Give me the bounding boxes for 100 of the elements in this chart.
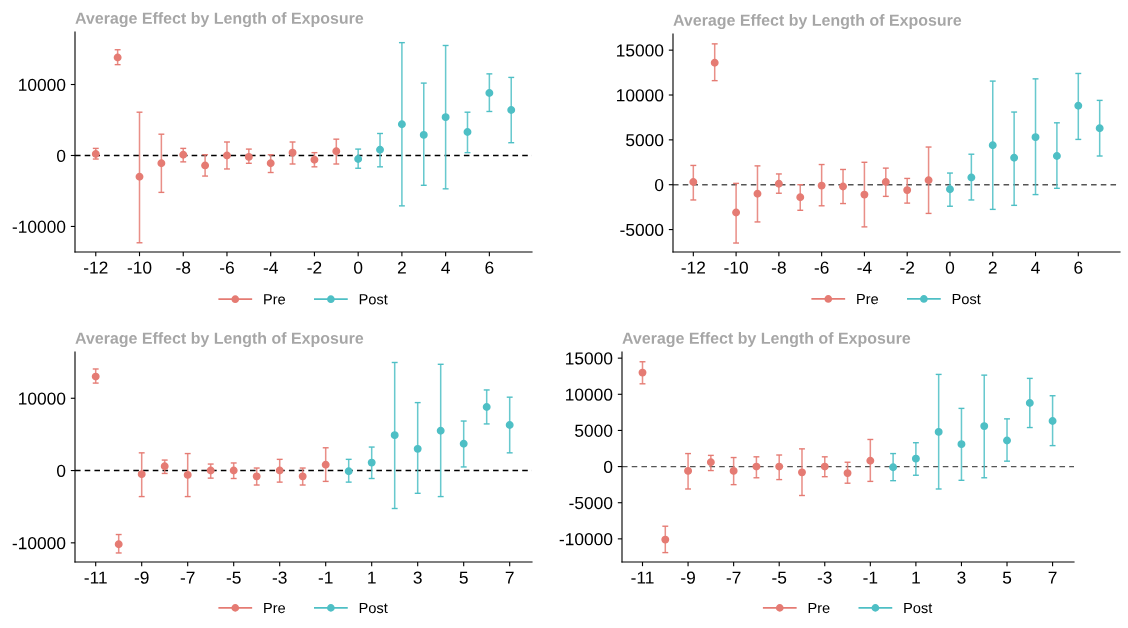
point bbox=[114, 540, 123, 549]
y-tick-label: 5000 bbox=[575, 424, 613, 437]
point bbox=[482, 402, 491, 411]
point bbox=[1048, 417, 1057, 425]
legend-label: Pre bbox=[808, 602, 830, 614]
y-tick-label: -10000 bbox=[12, 220, 66, 233]
point bbox=[183, 470, 192, 479]
point bbox=[1003, 436, 1011, 445]
point bbox=[436, 426, 445, 435]
x-tick-label: 7 bbox=[505, 571, 514, 584]
y-tick-label: 10000 bbox=[19, 392, 66, 405]
x-tick-label: 6 bbox=[1074, 261, 1083, 274]
point bbox=[1031, 133, 1040, 142]
x-tick-label: -6 bbox=[220, 261, 234, 274]
y-tick-label: 0 bbox=[57, 464, 66, 478]
point bbox=[732, 208, 741, 217]
point bbox=[796, 193, 805, 202]
point bbox=[376, 145, 384, 154]
point bbox=[911, 454, 920, 463]
y-tick-label: 15000 bbox=[617, 44, 664, 57]
point bbox=[775, 462, 784, 471]
point bbox=[463, 128, 472, 137]
point bbox=[244, 152, 253, 161]
y-tick-label: 0 bbox=[604, 460, 613, 474]
point bbox=[957, 440, 966, 449]
x-tick-label: 1 bbox=[368, 571, 376, 584]
y-tick-label: 10000 bbox=[19, 78, 66, 91]
x-tick-label: -11 bbox=[84, 571, 107, 584]
x-tick-label: -4 bbox=[857, 261, 872, 274]
point bbox=[774, 179, 783, 188]
point bbox=[288, 148, 297, 157]
x-tick-label: -11 bbox=[631, 571, 654, 584]
point bbox=[988, 141, 997, 150]
point bbox=[206, 466, 215, 475]
y-tick-label: 10000 bbox=[617, 89, 664, 102]
point bbox=[91, 372, 100, 381]
point bbox=[332, 147, 341, 156]
x-tick-label: -12 bbox=[681, 261, 705, 274]
point bbox=[419, 130, 428, 139]
x-tick-label: 4 bbox=[441, 261, 450, 274]
point bbox=[1052, 152, 1061, 160]
point bbox=[266, 159, 275, 168]
x-tick-label: -3 bbox=[272, 571, 287, 584]
x-tick-label: -5 bbox=[772, 571, 787, 584]
point bbox=[967, 173, 976, 182]
point bbox=[310, 155, 319, 164]
point bbox=[275, 466, 284, 475]
point bbox=[505, 421, 514, 429]
point bbox=[91, 150, 100, 159]
point bbox=[367, 458, 376, 467]
point bbox=[137, 470, 146, 479]
point bbox=[889, 463, 898, 472]
y-tick-label: 0 bbox=[655, 178, 664, 192]
point bbox=[344, 467, 353, 476]
chart-title: Average Effect by Length of Exposure bbox=[75, 332, 364, 348]
legend-label: Pre bbox=[857, 294, 879, 305]
legend-label: Post bbox=[904, 602, 933, 614]
point bbox=[980, 422, 989, 431]
y-tick-label: -10000 bbox=[559, 533, 613, 546]
x-tick-label: -7 bbox=[726, 571, 741, 584]
legend-label: Post bbox=[359, 294, 388, 305]
x-tick-label: -9 bbox=[681, 571, 695, 584]
chart-title: Average Effect by Length of Exposure bbox=[622, 332, 911, 348]
point bbox=[298, 472, 307, 481]
point bbox=[1074, 101, 1083, 110]
x-tick-label: -4 bbox=[263, 261, 278, 274]
x-tick-label: -1 bbox=[863, 571, 878, 584]
x-tick-label: -6 bbox=[814, 261, 829, 274]
point bbox=[839, 182, 847, 191]
point bbox=[459, 439, 468, 448]
y-tick-label: -5000 bbox=[569, 496, 613, 510]
point bbox=[160, 462, 169, 471]
point bbox=[860, 190, 869, 199]
point bbox=[903, 186, 912, 195]
point bbox=[135, 172, 144, 181]
point bbox=[843, 469, 852, 478]
point bbox=[201, 161, 210, 170]
y-tick-label: -5000 bbox=[620, 223, 664, 237]
y-tick-label: 5000 bbox=[626, 134, 664, 147]
x-tick-label: 7 bbox=[1048, 571, 1057, 584]
y-tick-label: 10000 bbox=[566, 388, 613, 401]
x-tick-label: -10 bbox=[724, 261, 748, 274]
chart-title: Average Effect by Length of Exposure bbox=[75, 12, 364, 28]
x-tick-label: -2 bbox=[307, 261, 322, 274]
legend-label: Pre bbox=[264, 294, 286, 305]
y-tick-label: 15000 bbox=[566, 352, 613, 365]
x-tick-label: 2 bbox=[988, 261, 997, 274]
point bbox=[820, 462, 829, 471]
y-tick-label: 0 bbox=[57, 149, 66, 162]
point bbox=[413, 444, 422, 453]
point bbox=[752, 462, 761, 471]
x-tick-label: -12 bbox=[84, 261, 108, 274]
point bbox=[924, 176, 933, 185]
point bbox=[817, 181, 826, 190]
point bbox=[934, 427, 943, 436]
x-tick-label: 3 bbox=[957, 571, 966, 584]
point bbox=[729, 466, 738, 475]
point bbox=[397, 120, 406, 129]
legend-label: Pre bbox=[264, 602, 286, 614]
point bbox=[441, 113, 450, 122]
